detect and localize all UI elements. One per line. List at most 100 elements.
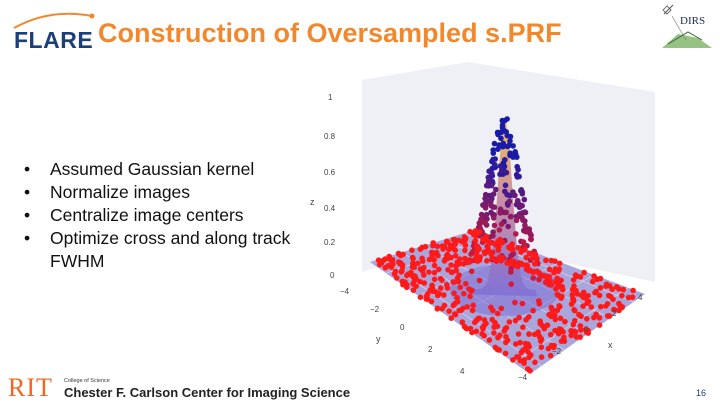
x-tick-label: −2 [552,347,562,356]
rit-logo: RIT [8,373,53,402]
sample-point [484,258,490,264]
sample-point [451,236,458,243]
sample-point [548,282,555,288]
sample-point [473,232,479,239]
sample-point [523,254,529,261]
sample-point [492,161,498,168]
sample-point [526,226,533,232]
sample-point [483,233,489,240]
sample-point [386,253,392,260]
sample-point [508,281,514,287]
sample-point [486,178,492,184]
sample-point [441,302,448,309]
sample-point [448,262,454,268]
x-tick-label: 2 [612,309,617,318]
sample-point [520,217,526,223]
sample-point [558,277,564,284]
sample-point [390,261,396,267]
sample-point [426,269,432,275]
sample-point [526,314,532,320]
bullet-marker: • [24,205,31,225]
sample-point [560,329,566,335]
sample-point [513,341,519,347]
sample-point [547,352,554,359]
x-tick-label: −4 [518,373,528,382]
sample-point [510,143,516,149]
z-tick-label: 0.6 [324,168,336,177]
sample-point [507,213,514,220]
sample-point [521,196,528,203]
sample-point [448,315,454,321]
sample-point [596,292,603,299]
sample-point [415,260,421,267]
sample-point [557,315,564,322]
sample-point [559,293,565,300]
sample-point [526,343,532,350]
sample-point [404,281,410,288]
sample-point [410,255,416,262]
sample-point [507,133,514,140]
sample-point [504,116,510,122]
sample-point [527,250,533,257]
sample-point [598,303,604,310]
sample-point [408,269,414,276]
sample-point [619,304,626,310]
sample-point [544,322,551,329]
sample-point [522,222,528,229]
sample-point [572,307,578,314]
sample-point [521,357,528,363]
sample-point [514,154,520,160]
sample-point [482,219,488,226]
sample-point [552,258,558,264]
sample-point [570,296,577,303]
sample-point [589,278,596,285]
sample-point [490,191,497,197]
sample-point [410,260,416,266]
sample-point [434,243,441,250]
sample-point [498,221,505,227]
sample-point [561,334,567,341]
sample-point [527,367,533,374]
sample-point [588,304,595,310]
y-tick-label: 2 [428,345,433,354]
sample-point [502,350,509,357]
slide-title: Construction of Oversampled s.PRF [98,18,562,48]
sample-point [510,357,516,363]
sample-point [515,331,522,337]
sample-point [462,247,468,254]
sample-point [456,261,462,267]
sample-point [477,254,483,260]
sample-point [597,285,604,291]
sample-point [444,281,450,288]
sample-point [551,342,557,349]
y-tick-label: 0 [400,323,405,332]
sample-point [446,308,452,314]
sample-point [494,323,501,330]
sample-point [577,274,584,280]
sample-point [468,268,475,275]
sample-point [464,304,470,310]
sample-point [530,307,536,314]
prf-3d-plot[interactable]: 0 0.2 0.4 0.6 0.8 1 z −4 −2 0 2 4 y −4 −… [300,62,670,384]
gaussian-peak [473,120,538,297]
sample-point [491,222,498,229]
sample-point [452,253,459,259]
sample-point [519,300,526,307]
sample-point [476,229,483,235]
bullet-text: Centralize image centers [50,205,244,225]
sample-point [400,251,406,258]
sample-point [546,273,552,280]
sample-point [519,191,526,197]
sample-point [454,295,460,301]
sample-point [577,323,584,329]
bullet-item: • Normalize images [22,181,292,204]
sample-point [483,201,489,208]
sample-point [604,301,611,307]
sample-point [620,286,627,293]
sample-point [392,268,399,275]
sample-point [507,138,513,144]
sample-point [596,322,603,328]
sample-point [431,276,438,283]
sample-point [509,246,516,253]
sample-point [499,239,506,246]
